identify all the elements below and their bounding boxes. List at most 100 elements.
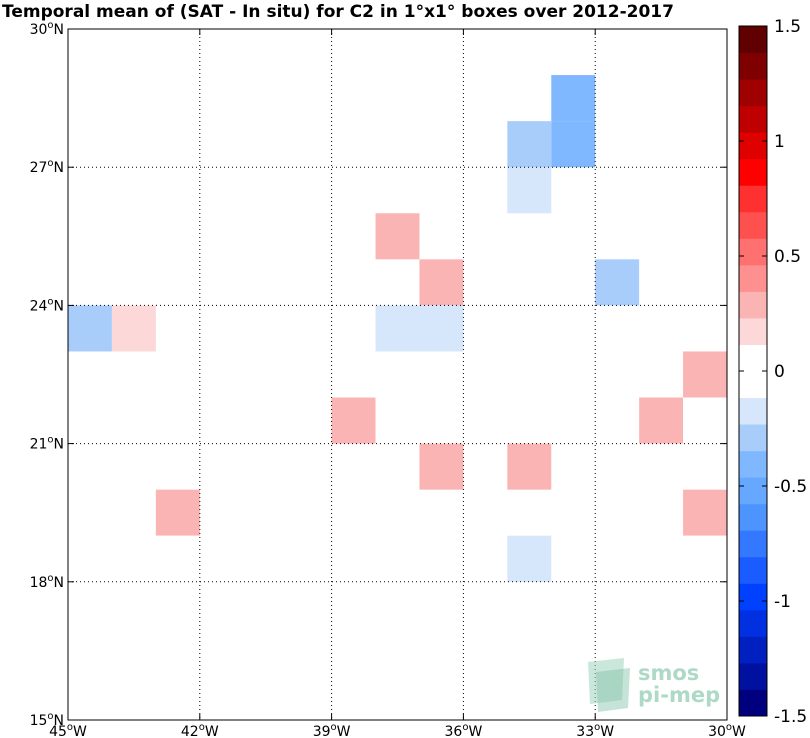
heatmap-cell [287,351,332,398]
heatmap-cell [68,305,112,352]
heatmap-cell [639,443,684,490]
watermark-line-2: pi-mep [638,683,720,707]
colorbar-ticks: 1.5 1 0.5 0 -0.5 -1 -1.5 [739,17,807,727]
y-tick-label: 18oN [30,573,64,591]
heatmap-cell [287,29,332,76]
colorbar-segment [739,530,767,558]
colorbar-segment [739,424,767,452]
heatmap-cell [463,213,508,260]
colorbar-segment [739,450,767,478]
colorbar-segment [739,397,767,425]
heatmap-cell [683,305,727,352]
colorbar-segment [739,26,767,54]
heatmap-cell [507,535,552,582]
heatmap-cell [551,489,596,536]
heatmap-cell [551,673,596,720]
heatmap-cell [551,75,596,122]
heatmap-cell [683,351,727,398]
colorbar-tick-label: -1 [774,592,791,612]
heatmap-cell [419,397,464,444]
heatmap-cell [507,167,552,214]
colorbar-segment [739,477,767,505]
heatmap-cell [551,121,596,168]
heatmap-cell [507,443,552,490]
colorbar-segment [739,105,767,133]
heatmap-cell [243,443,288,490]
x-tick-label: 39oW [313,722,351,738]
x-tick-label: 42oW [181,722,219,738]
heatmap-cell [375,305,420,352]
colorbar-segment [739,583,767,611]
logo-mark-icon [588,658,624,704]
heatmap-cell [639,535,684,582]
colorbar-tick-label: 0 [774,362,785,382]
colorbar-segment [739,317,767,345]
colorbar-segment [739,132,767,160]
watermark-line-1: smos [638,661,699,685]
x-axis-ticks: 45oW 42oW 39oW 36oW 33oW 30oW [49,29,746,738]
heatmap-cell [331,397,376,444]
heatmap-cell [68,167,112,214]
heatmap-cell [683,397,727,444]
heatmap-cells [68,29,727,720]
heatmap-cell [287,397,332,444]
colorbar-segment [739,158,767,186]
heatmap-cell [111,627,156,674]
heatmap-cell [155,489,200,536]
x-tick-label: 45oW [49,722,87,738]
colorbar-tick-label: -1.5 [774,707,807,727]
heatmap-cell [595,29,640,76]
smos-pimep-logo: smos pi-mep [588,658,720,712]
colorbar-tick-label: 0.5 [774,247,801,267]
colorbar-segment [739,79,767,107]
heatmap-cell [199,305,244,352]
y-tick-label: 21oN [30,435,64,453]
colorbar-segment [739,662,767,690]
colorbar-segment [739,185,767,213]
heatmap-cell [155,581,200,628]
x-tick-label: 30oW [708,722,746,738]
colorbar-segment [739,609,767,637]
colorbar-tick-label: 1 [774,132,785,152]
colorbar-segment [739,264,767,292]
heatmap-cell [155,535,200,582]
plot-frame [67,28,728,721]
heatmap-cell [683,489,727,536]
heatmap-cell [683,167,727,214]
chart-title: Temporal mean of (SAT - In situ) for C2 … [2,2,674,22]
y-tick-label: 24oN [30,296,64,314]
heatmap-cell [375,213,420,260]
colorbar-segment [739,344,767,372]
colorbar-tick-label: -0.5 [774,477,807,497]
heatmap-cell [419,443,464,490]
heatmap-cell [111,305,156,352]
heatmap-cell [463,443,508,490]
colorbar-segment [739,556,767,584]
heatmap-cell [639,673,684,720]
colorbar-segment [739,503,767,531]
heatmap-cell [463,259,508,306]
heatmap-cell [639,397,684,444]
colorbar-segment [739,211,767,239]
heatmap-cell [683,673,727,720]
y-tick-label: 27oN [30,158,64,176]
heatmap-cell [507,259,552,306]
colorbar-segment [739,238,767,266]
y-axis-ticks: 15oN 18oN 21oN 24oN 27oN 30oN [30,20,727,729]
colorbar-tick-label: 1.5 [774,17,801,37]
x-tick-label: 33oW [576,722,614,738]
colorbar-segment [739,371,767,399]
heatmap-cell [507,121,552,168]
logo-mark-icon [596,668,630,712]
colorbar-segment [739,52,767,80]
heatmap-cell [419,305,464,352]
colorbar-segment [739,291,767,319]
y-tick-label: 30oN [30,20,64,38]
y-tick-label: 15oN [30,711,64,729]
heatmap-cell [683,535,727,582]
heatmap-cell [419,627,464,674]
heatmap-cell [595,259,640,306]
colorbar-segment [739,689,767,717]
heatmap-cell [375,397,420,444]
